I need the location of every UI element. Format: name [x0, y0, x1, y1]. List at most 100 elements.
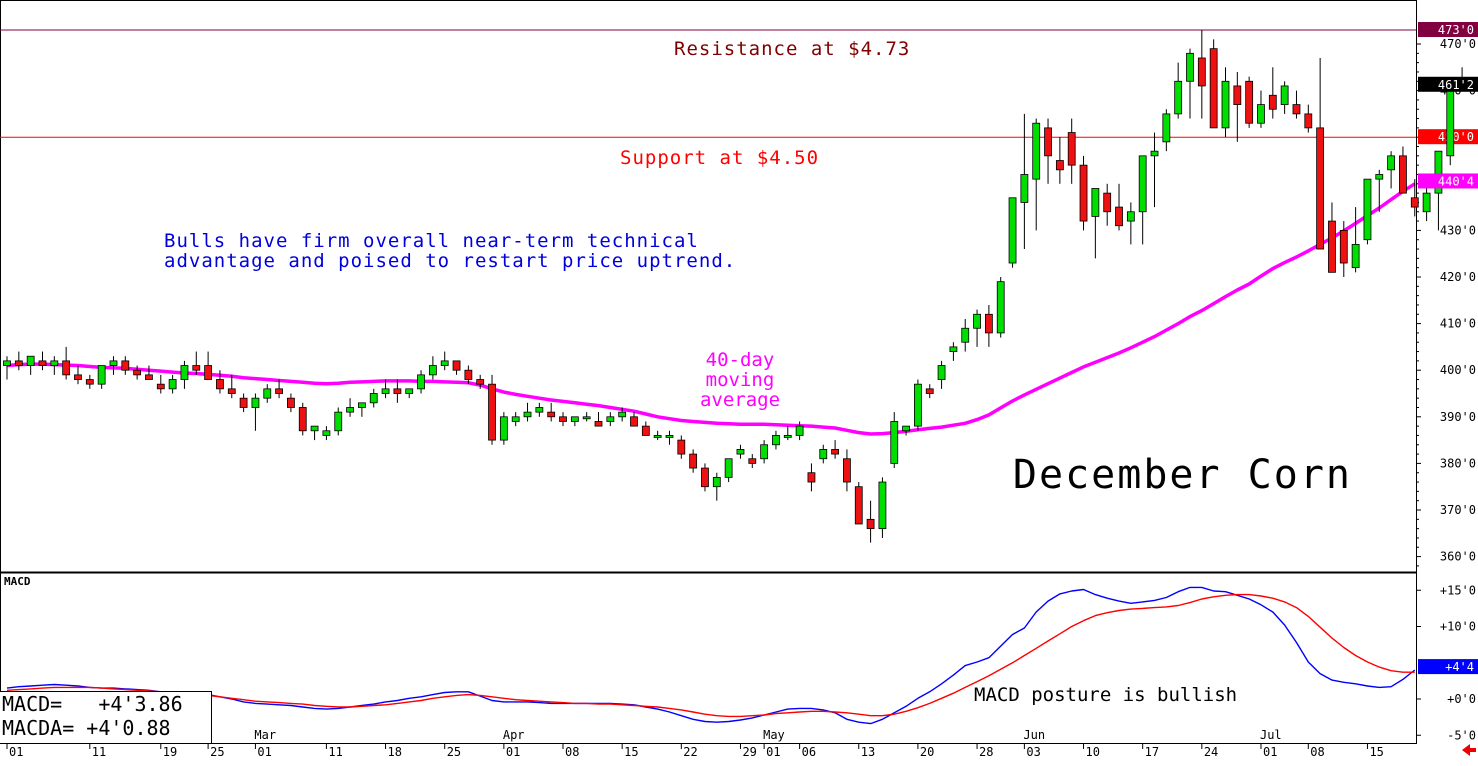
candle	[1197, 30, 1206, 119]
candle-body-down	[488, 383, 496, 441]
x-tick-label: 08	[565, 745, 579, 759]
candle-body-down	[689, 453, 698, 469]
candle-body-down	[85, 379, 94, 385]
candle-body-up	[1221, 80, 1230, 129]
candle	[748, 454, 757, 469]
candle-body-up	[1020, 174, 1029, 203]
candle-body-down	[145, 374, 153, 380]
candle-body-down	[192, 365, 201, 371]
macd-y-tick-label: +0'0	[1447, 692, 1476, 706]
candle-body-up	[428, 365, 437, 376]
candle	[156, 374, 165, 394]
candle	[854, 482, 863, 525]
x-tick-label: 17	[1145, 745, 1159, 759]
candle-body-down	[287, 397, 295, 408]
candle-body-up	[712, 476, 721, 488]
candle	[949, 342, 958, 361]
candle-body-down	[866, 518, 875, 530]
candle	[417, 370, 425, 394]
candle	[807, 463, 816, 492]
candle	[3, 356, 11, 380]
candle	[1008, 197, 1017, 268]
candle	[1422, 183, 1431, 222]
candle-body-up	[949, 346, 958, 352]
last-price-badge	[1418, 76, 1478, 92]
x-tick-label: 11	[92, 745, 106, 759]
candle	[38, 351, 47, 371]
candle-body-down	[547, 411, 556, 418]
candle	[1351, 207, 1360, 273]
candle-body-down	[1410, 197, 1419, 208]
candle-body-down	[807, 472, 816, 483]
month-label: Jun	[1023, 728, 1045, 742]
x-tick-label: 01	[506, 745, 520, 759]
price-y-tick-label: 470'0	[1440, 37, 1476, 51]
candle	[1233, 71, 1242, 142]
price-y-tick-label: 360'0	[1440, 550, 1476, 564]
candle-body-down	[1067, 132, 1076, 166]
candle	[369, 388, 378, 408]
candle-body-up	[570, 416, 579, 422]
candle	[133, 365, 142, 380]
candle	[1032, 118, 1041, 231]
candle	[1399, 146, 1407, 194]
candle-body-down	[559, 416, 567, 422]
candle	[535, 402, 544, 417]
macd-y-tick-label: +15'0	[1440, 583, 1476, 597]
candle	[606, 412, 615, 427]
bulls-annotation-line2: advantage and poised to restart price up…	[164, 250, 736, 272]
candle-body-up	[937, 365, 946, 380]
x-tick-label: 15	[624, 745, 638, 759]
candle-body-down	[38, 360, 47, 366]
candle-body-up	[736, 449, 745, 455]
macd-readout-box: MACD= +4'3.86 MACDA= +4'0.88	[0, 691, 212, 743]
candle	[1020, 113, 1029, 250]
candle-body-up	[381, 388, 390, 394]
bulls-annotation-line1: Bulls have firm overall near-term techni…	[164, 230, 699, 252]
candle	[310, 425, 319, 441]
candle	[1174, 62, 1183, 119]
candle	[1103, 183, 1112, 226]
candle	[216, 370, 224, 394]
candle	[1363, 178, 1372, 245]
macd-value-label: +4'4	[1445, 660, 1474, 674]
candle-body-down	[298, 407, 307, 432]
candle-body-down	[1268, 94, 1277, 110]
candle	[227, 374, 236, 399]
candle-body-down	[121, 360, 130, 371]
candle	[1221, 67, 1230, 138]
candle	[1375, 169, 1384, 212]
candle	[428, 356, 437, 380]
candle	[724, 458, 733, 483]
candle-body-up	[26, 355, 35, 366]
x-tick-label: 25	[447, 745, 461, 759]
candle	[902, 425, 910, 436]
candle-body-up	[618, 411, 627, 418]
candle	[677, 435, 686, 459]
candle-body-up	[346, 407, 354, 413]
candle	[570, 416, 579, 427]
candle	[984, 304, 993, 347]
candle-body-down	[393, 388, 402, 394]
candle-body-up	[582, 416, 591, 420]
candle-body-up	[310, 425, 319, 432]
candle	[121, 356, 130, 375]
candle	[937, 360, 946, 389]
x-tick-label: 28	[979, 745, 993, 759]
macda-line	[6, 593, 1415, 718]
candle	[109, 356, 118, 375]
candle	[50, 356, 59, 375]
candle	[890, 412, 899, 469]
candle-body-down	[156, 383, 165, 390]
ma-annotation-line2: moving	[706, 369, 775, 391]
macd-y-tick-label: -5'0	[1447, 728, 1476, 742]
candle	[62, 346, 71, 380]
x-tick-label: 15	[1369, 745, 1383, 759]
macd-y-tick-label: +10'0	[1440, 620, 1476, 634]
price-y-tick-label: 380'0	[1440, 456, 1476, 470]
candle	[1245, 76, 1254, 128]
candle-body-down	[854, 486, 863, 525]
candle-body-up	[535, 407, 544, 413]
candle-body-down	[1245, 80, 1254, 124]
candle-body-up	[973, 313, 981, 329]
